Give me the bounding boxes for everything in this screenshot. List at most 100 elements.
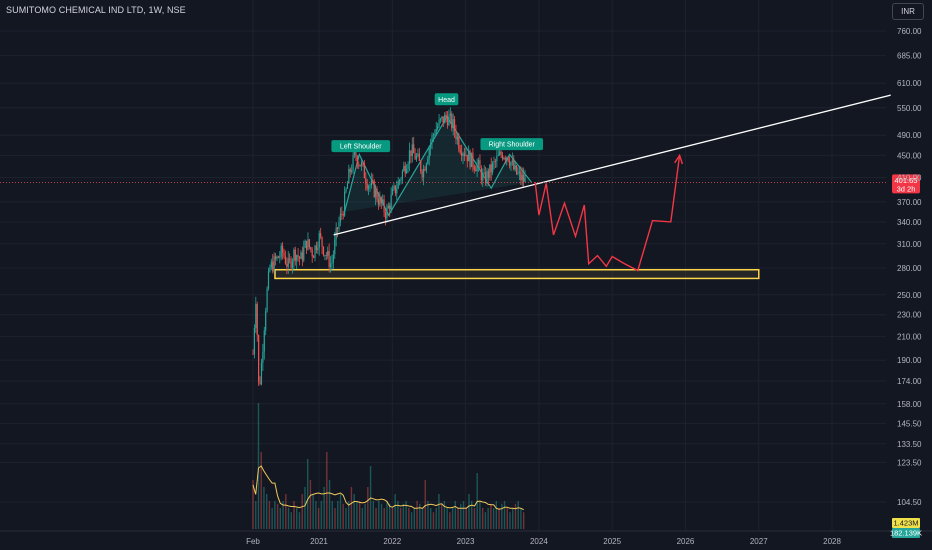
candle-body (424, 169, 426, 171)
volume-bar (424, 480, 426, 529)
volume-bar (383, 508, 385, 529)
candle-body (431, 135, 433, 144)
volume-bar (358, 501, 361, 529)
candle-body (475, 169, 477, 172)
volume-bar (413, 508, 416, 529)
volume-bar (323, 487, 325, 529)
candle-body (430, 143, 432, 149)
volume-bar (457, 508, 459, 529)
volume-ma-line (252, 465, 524, 511)
volume-bar (298, 512, 301, 529)
volume-bar (361, 508, 364, 529)
candle-body (456, 136, 458, 140)
candle-body (441, 116, 443, 119)
candle-body (256, 304, 258, 336)
y-tick-label: 280.00 (897, 264, 922, 273)
volume-bar (347, 501, 350, 529)
y-tick-label: 190.00 (897, 356, 922, 365)
candle-body (283, 252, 285, 257)
volume-bar (419, 503, 421, 529)
y-tick-label: 250.00 (897, 291, 922, 300)
candle-body (366, 183, 368, 189)
candle-body (287, 258, 289, 267)
candle-body (499, 151, 501, 156)
candle-body (355, 152, 357, 157)
candle-body (442, 116, 444, 124)
candle-body (269, 267, 271, 272)
candle-body (404, 165, 406, 174)
x-tick-label: 2023 (457, 537, 475, 546)
volume-bar (350, 487, 353, 529)
candle-body (383, 199, 385, 213)
x-tick-label: 2026 (677, 537, 695, 546)
candle-body (473, 166, 475, 170)
candle-body (391, 188, 394, 195)
candle-body (272, 261, 274, 272)
volume-bar (328, 480, 331, 529)
volume-bar (394, 494, 396, 529)
candle-body (284, 256, 287, 264)
volume-bar (252, 480, 254, 529)
candle-body (413, 144, 415, 154)
pattern-labels: Left Shoulder Head Right Shoulder (331, 93, 544, 153)
candle-body (384, 212, 387, 219)
volume-bar (274, 501, 276, 529)
volume-bar (263, 487, 265, 529)
volume-bar (492, 508, 495, 529)
pattern-label: Head (438, 97, 455, 104)
y-axis[interactable]: 760.00 685.00 610.00 550.00 490.00 450.00 410.… (897, 27, 922, 507)
volume-badge-box (892, 518, 920, 528)
volume-bar (522, 512, 525, 529)
candle-body (401, 170, 404, 179)
candle-body (342, 213, 344, 216)
y-tick-label: 104.50 (897, 498, 922, 507)
volume-bars (252, 403, 525, 529)
currency-button[interactable]: INR (892, 3, 924, 20)
candle-body (420, 160, 422, 172)
candle-body (490, 164, 492, 173)
volume-bar (312, 494, 314, 529)
candle-body (294, 249, 296, 261)
x-tick-label: 2024 (530, 537, 548, 546)
candle-body (407, 163, 409, 170)
volume-bar (257, 403, 260, 529)
volume-bar (487, 508, 489, 529)
support-zone-rect (274, 268, 760, 280)
volume-bar (345, 508, 347, 529)
candle-body (289, 258, 291, 260)
candle-body (303, 247, 305, 261)
volume-bar (416, 501, 418, 529)
candle-body (386, 208, 388, 219)
volume-bar (514, 503, 517, 529)
candle-body (483, 172, 485, 174)
candle-body (351, 170, 353, 173)
candle-body (280, 245, 282, 257)
candle-body (314, 245, 316, 258)
candle-body (411, 144, 413, 157)
y-tick-label: 490.00 (897, 131, 922, 140)
candle-body (448, 115, 450, 126)
candle-body (282, 245, 284, 253)
candle-body (345, 188, 347, 192)
volume-bar (449, 512, 451, 529)
candle-body (421, 171, 423, 178)
candle-body (313, 256, 315, 258)
candle-body (329, 263, 332, 267)
candle-body (346, 183, 349, 189)
y-tick-label: 230.00 (897, 311, 922, 320)
volume-bar (326, 452, 328, 529)
candlesticks (252, 107, 526, 386)
candle-body (414, 153, 416, 160)
candle-body (336, 227, 339, 229)
candle-body (506, 157, 508, 160)
x-axis[interactable]: Feb 2021 2022 2023 2024 2025 2026 2027 2028 (0, 530, 932, 546)
candle-body (382, 199, 384, 204)
candle-body (270, 261, 272, 268)
y-tick-label: 370.00 (897, 198, 922, 207)
candle-body (318, 233, 320, 248)
candle-body (399, 180, 401, 182)
pattern-fill (344, 116, 532, 216)
volume-bar (296, 508, 298, 529)
